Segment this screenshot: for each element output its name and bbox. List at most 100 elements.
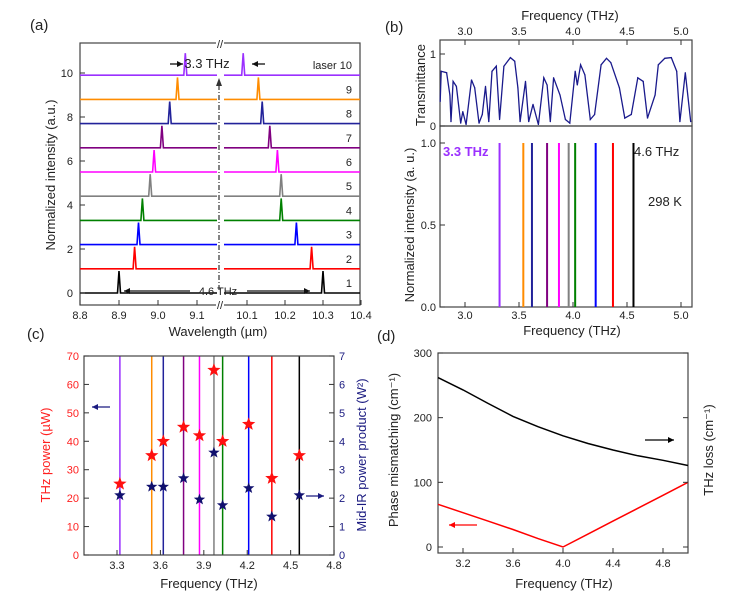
transmittance-point (474, 87, 476, 89)
transmittance-point (503, 65, 505, 67)
y-tick-label-c-right: 1 (339, 522, 345, 534)
span-label-bottom: 4.6 THz (199, 286, 237, 298)
x-axis-label-b-top: Frequency (THz) (521, 8, 619, 23)
transmittance-curve (439, 56, 692, 125)
laser-label-5: 5 (346, 181, 352, 193)
phase-mismatch-curve (437, 481, 689, 548)
spectrum-left-laser-5 (80, 174, 217, 197)
transmittance-point (450, 121, 452, 123)
thz-loss-curve (437, 376, 689, 467)
y-tick-label-a: 2 (67, 244, 73, 256)
spectrum-left-laser-10 (80, 53, 217, 76)
y-tick-label-c-left: 30 (67, 465, 79, 477)
transmittance-point (624, 117, 626, 119)
transmittance-point (569, 122, 571, 124)
transmittance-point (537, 123, 540, 126)
spectrum-right-laser-10 (224, 53, 360, 76)
transmittance-point (690, 121, 692, 123)
mid-ir-power-star (193, 493, 206, 505)
mid-ir-power-star (216, 499, 229, 511)
panel-label-c: (c) (27, 326, 45, 343)
transmittance-point (488, 121, 490, 123)
laser-label-1: 1 (346, 278, 352, 290)
x-tick-label-c: 3.9 (196, 560, 211, 572)
spectrum-right-laser-4 (224, 198, 360, 222)
y-tick-label-b-bottom: 0.0 (421, 302, 436, 314)
panel-d: 0 100 200 300 3.2 3.6 4.0 4.4 4.8 Frequency (THz)… (386, 348, 716, 591)
x-tick-label-d: 4.8 (655, 558, 670, 570)
y-tick-label-d: 200 (414, 413, 432, 425)
spectrum-left-laser-4 (80, 198, 217, 222)
transmittance-point (440, 70, 442, 72)
y-axis-label-d-right: THz loss (cm⁻¹) (701, 404, 716, 495)
x-tick-label-c: 3.6 (153, 560, 168, 572)
transmittance-point (664, 57, 666, 59)
x-tick-label-d: 4.4 (605, 558, 620, 570)
laser-label-3: 3 (346, 230, 352, 242)
transmittance-point (470, 79, 473, 81)
x-axis-label-c: Frequency (THz) (160, 576, 258, 591)
x-tick-label-d: 3.6 (505, 558, 520, 570)
axis-break-bottom: // (217, 300, 224, 312)
transmittance-point (574, 70, 576, 72)
transmittance-point (600, 64, 602, 66)
y-tick-label-c-right: 4 (339, 436, 345, 448)
transmittance-point (670, 57, 672, 59)
y-axis-label-a: Normalized intensity (a.u.) (43, 100, 58, 251)
laser-label-2: 2 (346, 254, 352, 266)
x-axis-label-d: Frequency (THz) (515, 576, 613, 591)
y-tick-label-d: 100 (414, 477, 432, 489)
y-tick-label-c-right: 6 (339, 379, 345, 391)
panel-a: // // 1 2 3 4 5 6 7 8 9 laser 10 0 2 4 6 8 10 8.8 8.9 9.0 9.1… (43, 39, 372, 339)
transmittance-point (543, 77, 545, 79)
transmittance-point (465, 123, 467, 126)
span-arrow-left-bottom-head (124, 288, 130, 294)
y-tick-label-c-right: 0 (339, 550, 345, 562)
spectrum-left-laser-7 (80, 125, 217, 149)
transmittance-point (460, 122, 462, 124)
axis-arrow-left-head (92, 404, 98, 410)
x-tick-label-d: 4.0 (555, 558, 570, 570)
transmittance-point (452, 80, 454, 82)
transmittance-point (684, 72, 686, 74)
y-axis-label-c-left: THz power (µW) (38, 408, 53, 503)
x-tick-label-b-top: 4.5 (619, 26, 634, 38)
mid-ir-power-star (114, 489, 126, 501)
x-tick-label-a: 9.0 (150, 310, 165, 322)
y-tick-label-c-left: 20 (67, 493, 79, 505)
y-tick-label-d: 300 (414, 348, 432, 360)
spectrum-left-laser-9 (80, 77, 217, 101)
transmittance-point (654, 94, 656, 96)
transmittance-point (491, 70, 493, 72)
thz-power-star (292, 448, 306, 462)
thz-power-star (145, 448, 159, 462)
spectrum-left-laser-1 (80, 270, 217, 294)
transmittance-point (657, 64, 659, 66)
x-tick-label-a: 8.9 (111, 310, 126, 322)
y-tick-label-c-right: 3 (339, 465, 345, 477)
x-tick-label-b-bottom: 3.0 (457, 310, 472, 322)
thz-power-star (242, 417, 256, 430)
transmittance-point (552, 77, 555, 79)
spectrum-left-laser-6 (80, 149, 217, 173)
x-tick-label-c: 4.5 (283, 560, 298, 572)
mid-ir-power-star (146, 480, 158, 492)
span-arrow-right-bottom-head (304, 288, 310, 294)
laser-label-10: laser 10 (313, 60, 352, 72)
x-tick-label-a: 8.8 (72, 310, 87, 322)
laser-label-9: 9 (346, 84, 352, 96)
mid-ir-power-star (293, 489, 305, 501)
x-tick-label-a: 10.2 (274, 310, 295, 322)
x-tick-label-b-top: 5.0 (673, 26, 688, 38)
transmittance-point (610, 62, 612, 64)
center-arrow-head (216, 78, 222, 86)
spectrum-right-laser-9 (224, 77, 360, 101)
y-tick-label-b-top: 0 (430, 121, 436, 133)
annotation-temperature: 298 K (648, 194, 682, 209)
panel-b: 3.0 3.0 3.5 3.5 4.0 4.0 4.5 4.5 5.0 5.0 0 1 Frequenc… (402, 8, 693, 338)
x-tick-label-d: 3.2 (455, 558, 470, 570)
y-tick-label-c-right: 5 (339, 408, 345, 420)
thz-power-star (216, 434, 230, 447)
axis-arrow-right-head (318, 493, 324, 499)
